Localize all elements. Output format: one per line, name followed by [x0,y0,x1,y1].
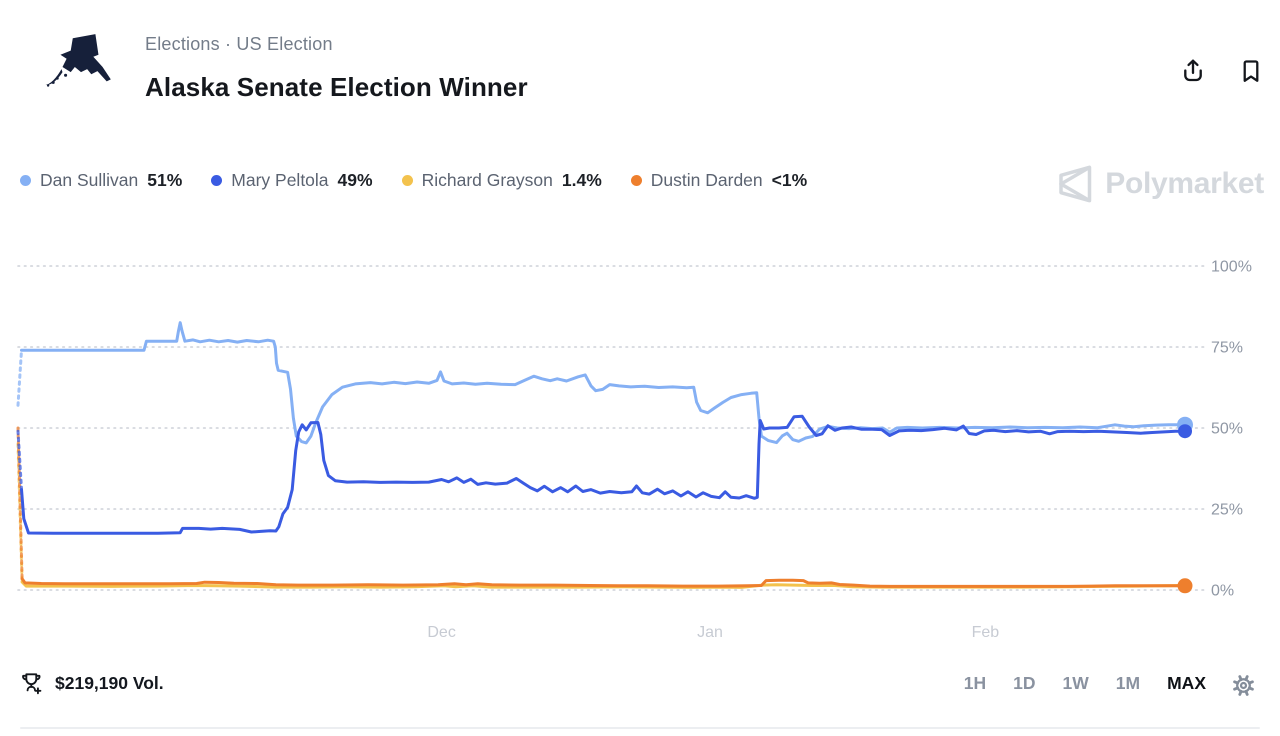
svg-text:25%: 25% [1211,502,1243,519]
legend-item-dustin-darden[interactable]: Dustin Darden <1% [630,170,808,191]
range-1h[interactable]: 1H [963,673,987,693]
legend-name: Dan Sullivan [40,170,139,190]
legend-value: 1.4% [561,170,602,190]
gear-icon [1232,674,1254,696]
legend-name: Mary Peltola [231,170,329,190]
svg-text:0%: 0% [1211,583,1234,600]
series-dot-icon [630,175,642,186]
svg-text:Feb: Feb [972,624,1000,641]
svg-text:100%: 100% [1211,259,1252,276]
legend-value: 51% [147,170,183,190]
share-icon [1184,59,1202,82]
legend-name: Richard Grayson [421,170,553,190]
bookmark-icon [1243,60,1259,82]
chart-legend: Dan Sullivan 51% Mary Peltola 49% Richar… [20,170,807,191]
chart-footer: $219,190 Vol. 1H 1D 1W 1M MAX [0,668,1280,708]
time-range-selector: 1H 1D 1W 1M MAX [964,673,1206,694]
trophy-plus-icon [22,673,42,695]
watermark-text: Polymarket [1105,167,1264,200]
legend-value: <1% [771,170,808,190]
volume-text: $219,190 Vol. [55,673,164,693]
volume-group: $219,190 Vol. [18,670,164,697]
alaska-map-icon [45,34,111,87]
legend-item-dan-sullivan[interactable]: Dan Sullivan 51% [20,170,182,191]
svg-text:Jan: Jan [697,624,723,641]
legend-item-richard-grayson[interactable]: Richard Grayson 1.4% [401,170,602,191]
page-title: Alaska Senate Election Winner [145,72,528,102]
chart-canvas[interactable]: 100% 75% 50% 25% 0% Dec Jan Feb [0,240,1280,660]
series-dot-icon [211,175,223,186]
bookmark-button[interactable] [1234,54,1268,88]
legend-value: 49% [337,170,373,190]
settings-button[interactable] [1228,670,1258,700]
bottom-divider [20,727,1260,729]
share-button[interactable] [1176,54,1210,88]
legend-name: Dustin Darden [650,170,763,190]
polymarket-logo-icon [1059,165,1092,203]
range-1w[interactable]: 1W [1062,673,1089,693]
svg-text:75%: 75% [1211,340,1243,357]
polymarket-watermark: Polymarket [1055,164,1264,204]
legend-item-mary-peltola[interactable]: Mary Peltola 49% [211,170,373,191]
svg-text:50%: 50% [1211,421,1243,438]
breadcrumb[interactable]: Elections · US Election [145,34,333,54]
price-chart[interactable]: 100% 75% 50% 25% 0% Dec Jan Feb [0,240,1280,660]
range-1m[interactable]: 1M [1115,673,1141,693]
range-max[interactable]: MAX [1167,673,1206,693]
svg-text:Dec: Dec [427,624,455,641]
series-dot-icon [401,175,413,186]
range-1d[interactable]: 1D [1013,673,1036,693]
series-dot-icon [20,175,31,186]
